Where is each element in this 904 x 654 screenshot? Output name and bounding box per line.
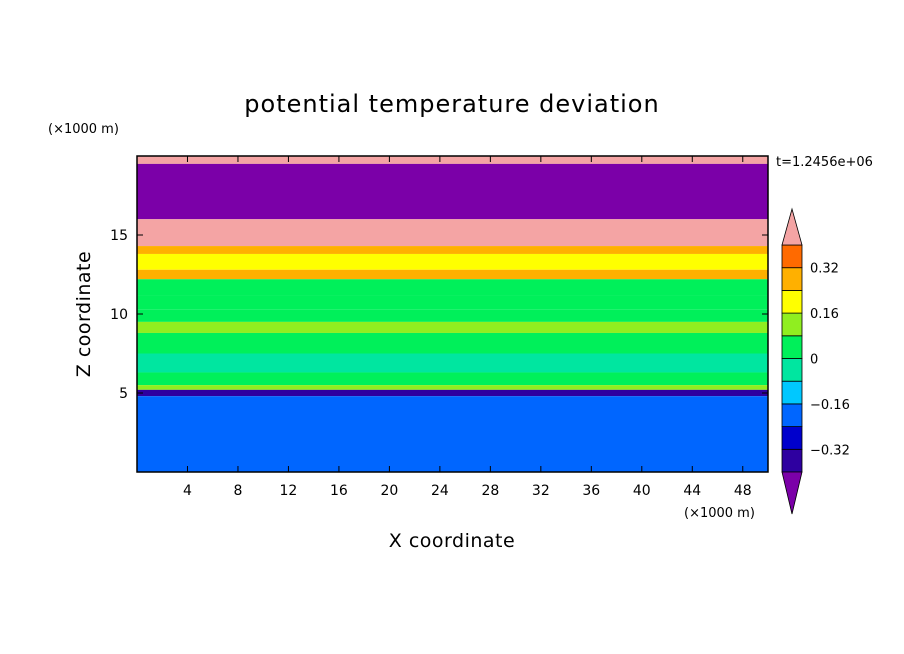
colorbar-swatch (781, 312, 803, 337)
chart-title: potential temperature deviation (244, 90, 659, 118)
x-tick-label: 8 (233, 483, 242, 499)
x-tick-label: 40 (633, 483, 651, 499)
colorbar-swatch (781, 426, 803, 450)
time-label: t=1.2456e+06 (776, 155, 873, 170)
contour-field (137, 156, 768, 472)
x-axis-ticks: 4 8 12 16 20 24 28 32 36 40 44 48 (183, 156, 752, 499)
colorbar-tick-label: 0.16 (810, 307, 839, 322)
field-band (137, 385, 768, 390)
field-band (137, 295, 768, 310)
field-band (137, 163, 768, 220)
field-band (137, 309, 768, 322)
x-tick-label: 20 (380, 483, 398, 499)
x-tick-label: 36 (582, 483, 600, 499)
colorbar-tick-label: 0 (810, 353, 818, 368)
x-tick-label: 12 (280, 483, 298, 499)
colorbar: 0.32 0.16 0 −0.16 −0.32 (781, 207, 850, 515)
y-axis-title: Z coordinate (73, 251, 95, 377)
field-band (137, 321, 768, 333)
field-band (137, 353, 768, 373)
field-band (137, 279, 768, 296)
colorbar-swatch (781, 335, 803, 359)
y-tick-label: 15 (110, 228, 128, 244)
field-band (137, 219, 768, 247)
x-tick-label: 24 (431, 483, 449, 499)
x-tick-label: 28 (481, 483, 499, 499)
x-tick-label: 16 (330, 483, 348, 499)
x-tick-label: 44 (683, 483, 701, 499)
y-unit-label: (×1000 m) (48, 122, 119, 137)
field-band (137, 156, 768, 164)
colorbar-swatch (781, 289, 803, 314)
colorbar-swatch (781, 267, 803, 291)
field-band (137, 253, 768, 270)
field-band (137, 389, 768, 397)
x-axis-title: X coordinate (389, 530, 515, 552)
field-band (137, 372, 768, 386)
y-tick-label: 10 (110, 307, 128, 323)
colorbar-swatch (781, 244, 803, 269)
y-axis-ticks: 5 10 15 (110, 228, 768, 402)
x-unit-label: (×1000 m) (684, 506, 755, 521)
colorbar-swatch (781, 380, 803, 405)
colorbar-swatch (781, 448, 803, 473)
y-tick-label: 5 (119, 386, 128, 402)
colorbar-extend-bottom (781, 471, 803, 515)
field-band (137, 269, 768, 280)
colorbar-swatch (781, 358, 803, 382)
field-band (137, 396, 768, 472)
colorbar-swatch (781, 403, 803, 427)
colorbar-tick-label: −0.32 (810, 443, 850, 458)
field-band (137, 246, 768, 254)
colorbar-tick-label: −0.16 (810, 398, 850, 413)
x-tick-label: 48 (734, 483, 752, 499)
colorbar-tick-label: 0.32 (810, 262, 839, 277)
colorbar-extend-top (781, 207, 803, 246)
x-tick-label: 32 (532, 483, 550, 499)
x-tick-label: 4 (183, 483, 192, 499)
field-band (137, 332, 768, 354)
